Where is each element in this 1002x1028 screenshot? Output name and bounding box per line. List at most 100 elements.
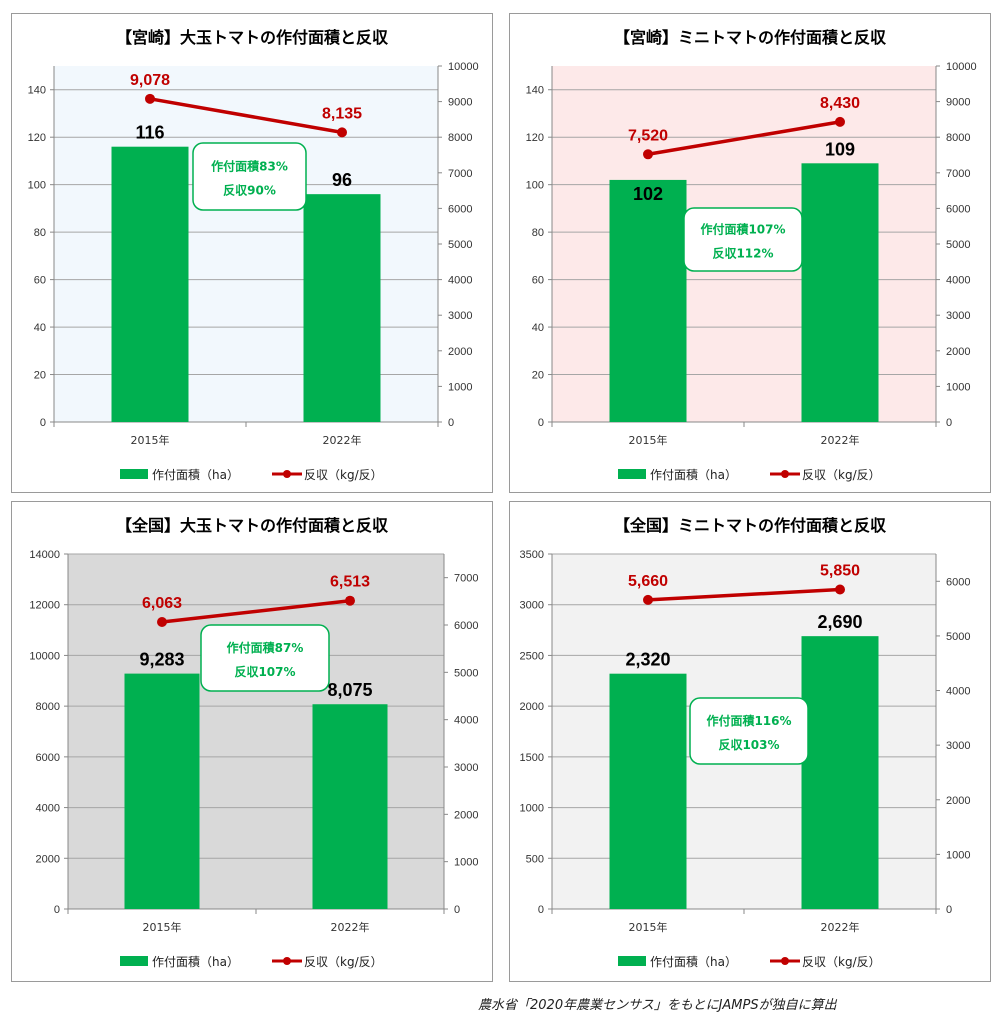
legend-line-marker [781, 957, 789, 965]
right-tick-label: 3000 [946, 740, 970, 752]
right-tick-label: 7000 [946, 168, 970, 180]
yield-line [647, 120, 841, 157]
bar [124, 673, 200, 909]
bar-data-label: 116 [135, 123, 164, 143]
chart-panel-national-mini: 【全国】ミニトマトの作付面積と反収 0 500 1000 1500 2000 2500 300… [509, 501, 991, 982]
legend-line-label: 反収（kg/反） [304, 955, 383, 969]
right-tick-label: 2000 [946, 795, 970, 807]
change-callout-text: 作付面積87% [227, 640, 304, 655]
left-tick-label: 3500 [520, 549, 544, 561]
legend-line-label: 反収（kg/反） [304, 468, 383, 482]
yield-data-label: 6,513 [330, 574, 370, 591]
legend-line-marker [283, 470, 291, 478]
change-callout [200, 624, 330, 692]
change-callout-text: 反収90% [223, 183, 276, 198]
left-tick-label: 1500 [520, 752, 544, 764]
right-tick-label: 3000 [454, 762, 478, 774]
left-tick-label: 2000 [36, 853, 60, 865]
left-tick-label: 80 [532, 227, 544, 239]
category-label: 2022年 [821, 920, 860, 934]
legend-bar-label: 作付面積（ha） [152, 954, 239, 969]
chart-title: 【宮崎】大玉トマトの作付面積と反収 [116, 28, 389, 47]
right-tick-label: 7000 [454, 573, 478, 585]
left-tick-label: 120 [28, 132, 46, 144]
yield-point [835, 584, 845, 595]
yield-line [161, 598, 351, 624]
legend-bar-swatch [120, 956, 148, 966]
right-tick-label: 4000 [448, 275, 472, 287]
legend-bar-swatch [120, 469, 148, 479]
legend-bar-swatch [618, 956, 646, 966]
yield-point [337, 127, 347, 138]
bar [111, 146, 189, 422]
right-tick-label: 3000 [946, 310, 970, 322]
yield-point [345, 595, 355, 606]
yield-data-label: 5,660 [628, 573, 668, 590]
right-tick-label: 3000 [448, 310, 472, 322]
change-callout [683, 207, 803, 272]
change-callout-text: 反収103% [718, 737, 779, 752]
left-tick-label: 0 [538, 904, 544, 916]
right-tick-label: 0 [946, 417, 952, 429]
right-tick-label: 0 [448, 417, 454, 429]
category-label: 2022年 [821, 433, 860, 447]
chart-national-mini: 【全国】ミニトマトの作付面積と反収 0 500 1000 1500 2000 2500 300… [520, 516, 971, 969]
chart-miyazaki-mini: 【宮崎】ミニトマトの作付面積と反収 0 20 40 60 80 100 120 140 0 1000… [526, 28, 977, 482]
left-tick-label: 100 [28, 180, 46, 192]
right-tick-label: 1000 [946, 381, 970, 393]
yield-data-label: 8,430 [820, 95, 860, 112]
bar [801, 163, 879, 422]
left-tick-label: 2500 [520, 650, 544, 662]
left-tick-label: 100 [526, 180, 544, 192]
change-callout-text: 作付面積116% [706, 713, 791, 728]
plot-area [68, 554, 444, 909]
right-tick-label: 7000 [448, 168, 472, 180]
legend-bar-label: 作付面積（ha） [650, 467, 737, 482]
left-tick-label: 0 [54, 904, 60, 916]
right-tick-label: 5000 [448, 239, 472, 251]
bar-data-label: 96 [332, 170, 352, 190]
right-tick-label: 8000 [946, 132, 970, 144]
right-tick-label: 1000 [454, 857, 478, 869]
bar [609, 673, 687, 909]
change-callout-text: 作付面積83% [211, 159, 288, 174]
left-tick-label: 0 [40, 417, 46, 429]
left-tick-label: 80 [34, 227, 46, 239]
chart-miyazaki-large: 【宮崎】大玉トマトの作付面積と反収 0 20 40 60 80 100 120 140 0 1000… [28, 28, 479, 482]
right-tick-label: 1000 [946, 849, 970, 861]
chart-title: 【宮崎】ミニトマトの作付面積と反収 [614, 28, 887, 47]
right-tick-label: 2000 [454, 809, 478, 821]
yield-data-label: 5,850 [820, 563, 860, 580]
right-tick-label: 0 [454, 904, 460, 916]
right-tick-label: 5000 [454, 667, 478, 679]
left-tick-label: 40 [532, 322, 544, 334]
category-label: 2015年 [629, 433, 668, 447]
left-tick-label: 14000 [29, 549, 60, 561]
chart-panel-miyazaki-large: 【宮崎】大玉トマトの作付面積と反収 0 20 40 60 80 100 120 140 0 1000… [11, 13, 493, 493]
left-tick-label: 12000 [29, 600, 60, 612]
change-callout-text: 作付面積107% [700, 222, 785, 237]
left-tick-label: 60 [34, 275, 46, 287]
left-tick-label: 20 [34, 370, 46, 382]
chart-title: 【全国】大玉トマトの作付面積と反収 [116, 516, 389, 535]
yield-data-label: 7,520 [628, 127, 668, 144]
legend-bar-swatch [618, 469, 646, 479]
change-callout [689, 697, 809, 765]
yield-point [835, 116, 845, 127]
legend-bar-label: 作付面積（ha） [152, 467, 239, 482]
change-callout-text: 反収112% [712, 246, 773, 261]
chart-title: 【全国】ミニトマトの作付面積と反収 [614, 516, 887, 535]
bar-data-label: 2,320 [625, 650, 670, 670]
left-tick-label: 10000 [29, 650, 60, 662]
right-tick-label: 10000 [448, 61, 479, 73]
bar [303, 194, 381, 422]
left-tick-label: 140 [28, 85, 46, 97]
yield-line [149, 97, 343, 135]
chart-national-large: 【全国】大玉トマトの作付面積と反収02000400060008000100001… [29, 516, 478, 969]
legend-line-label: 反収（kg/反） [802, 468, 881, 482]
yield-data-label: 9,078 [130, 72, 170, 89]
right-tick-label: 4000 [454, 715, 478, 727]
chart-panel-national-large: 【全国】大玉トマトの作付面積と反収 0 2000 4000 6000 8000 10000 1… [11, 501, 493, 982]
bar-data-label: 8,075 [327, 680, 372, 700]
category-label: 2015年 [143, 920, 182, 934]
